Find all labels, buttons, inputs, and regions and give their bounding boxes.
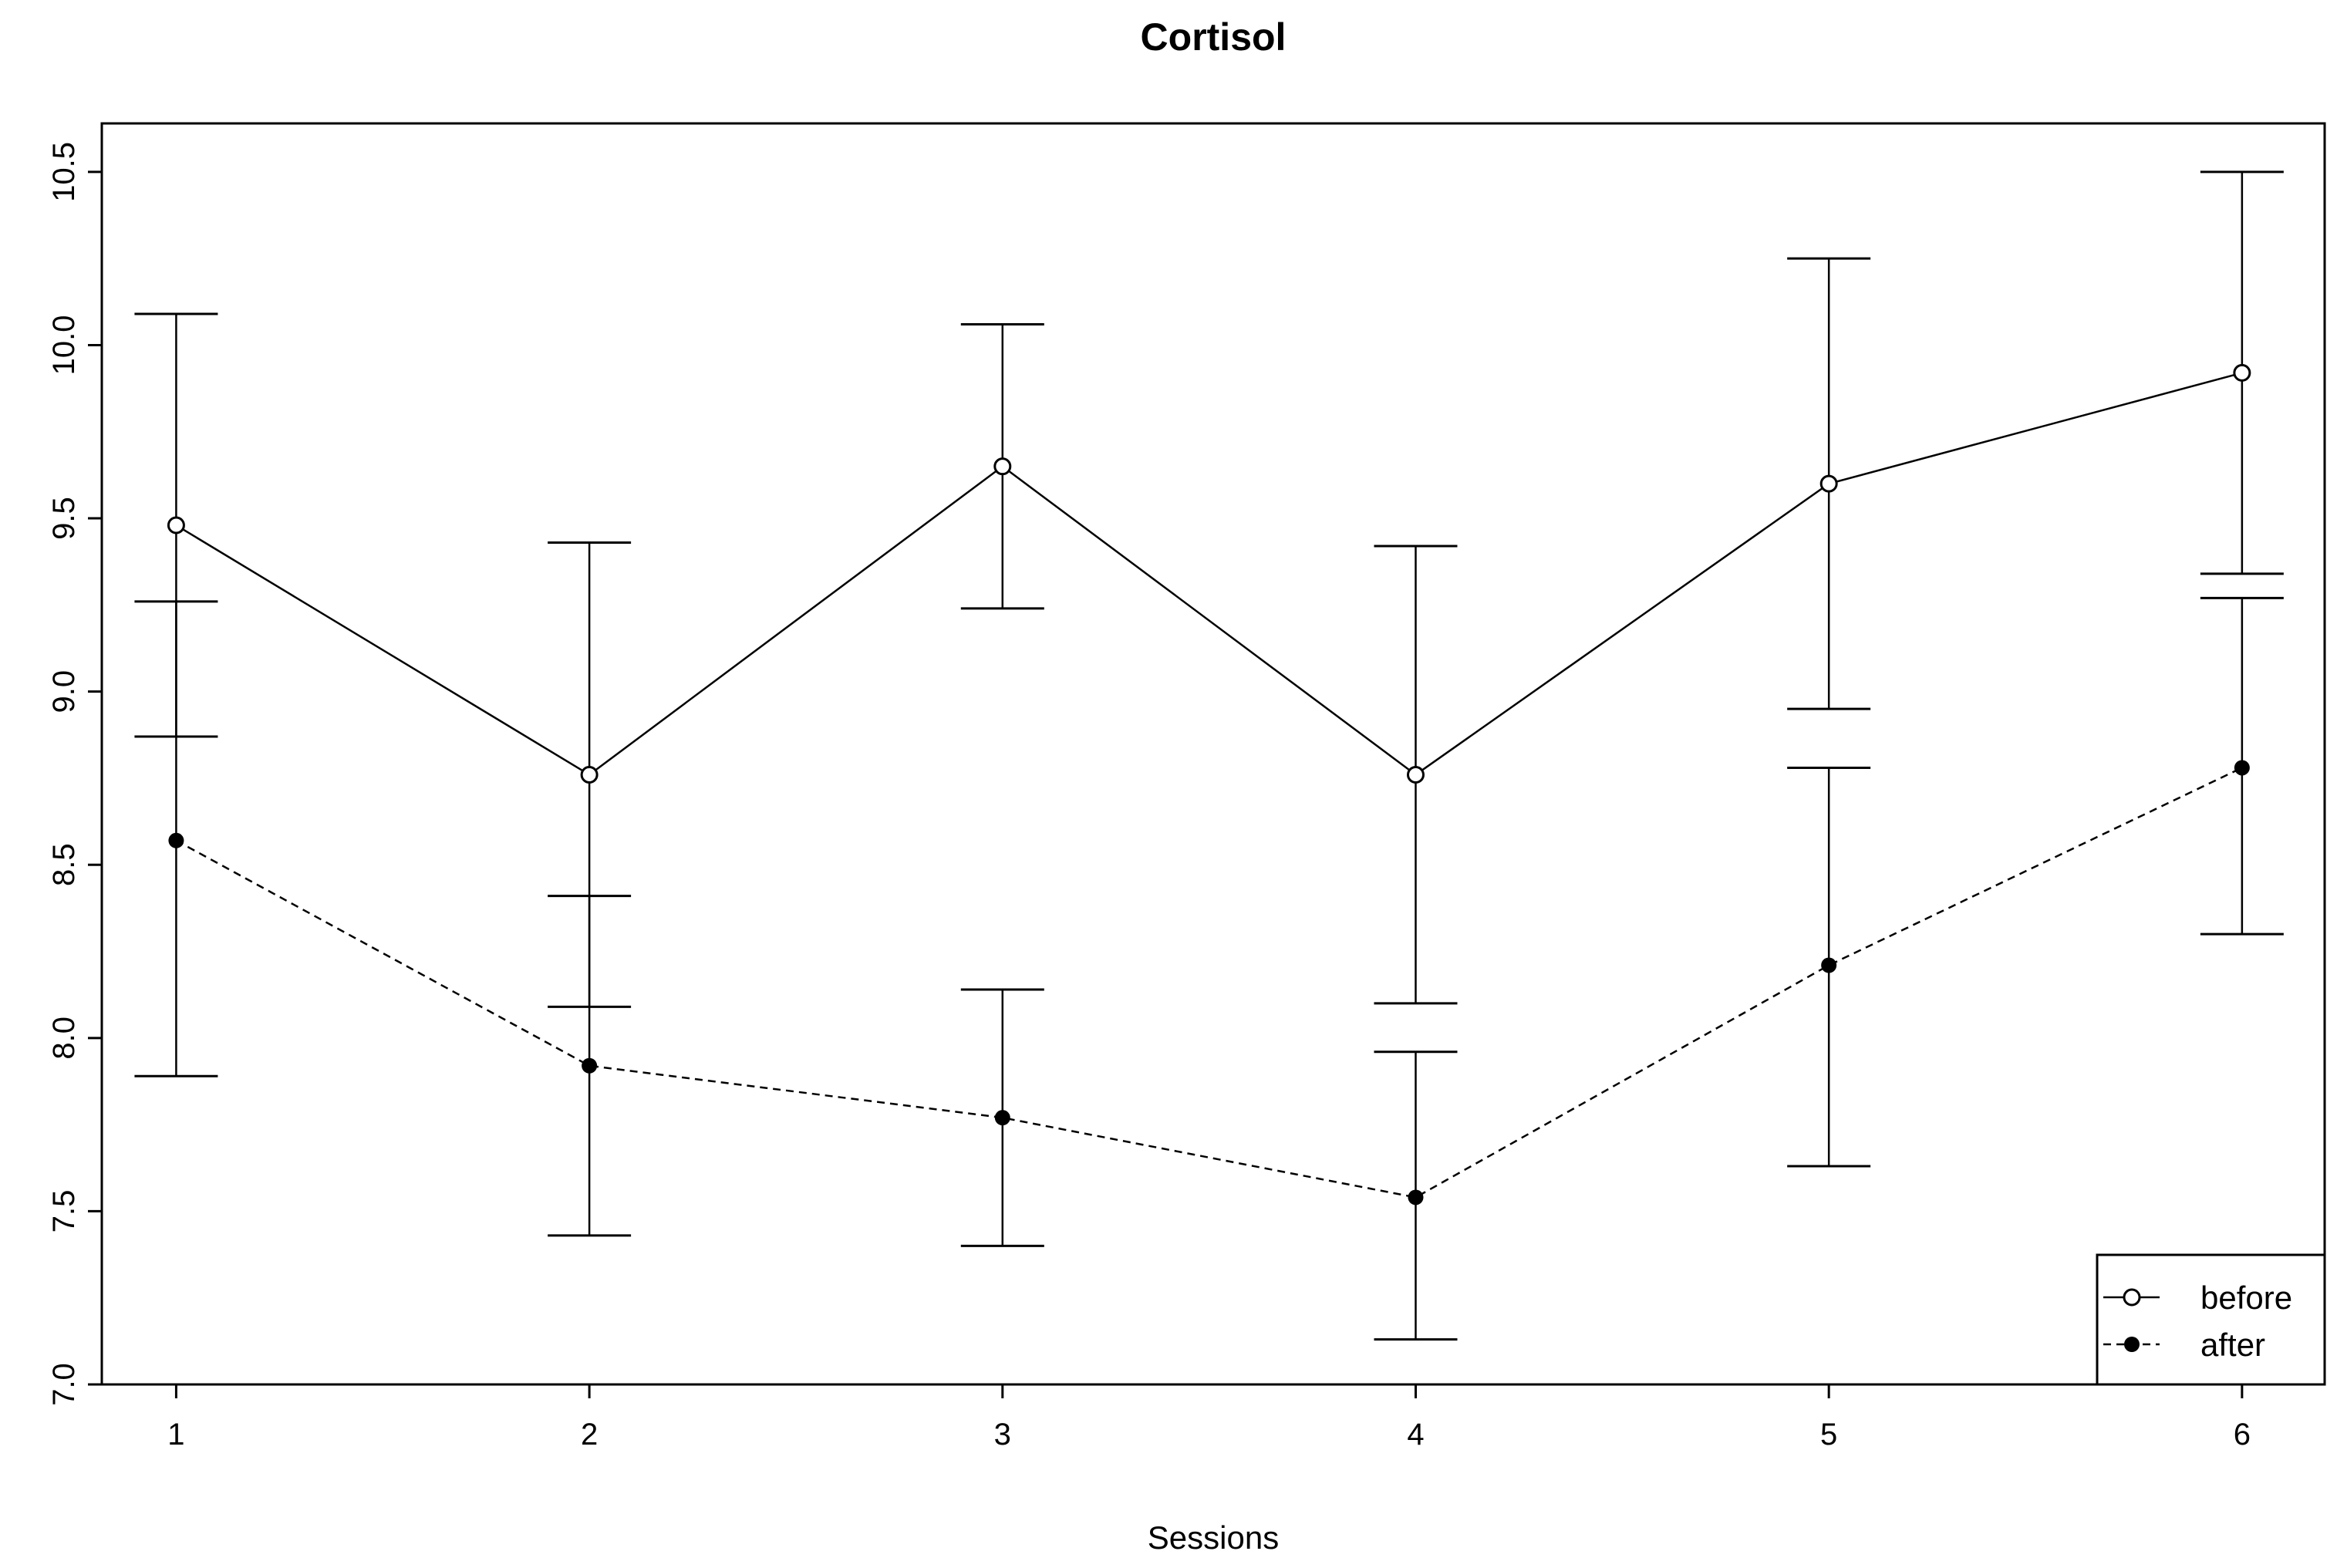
legend: before after <box>2096 1253 2326 1386</box>
y-tick-label-1: 7.5 <box>47 1190 81 1233</box>
legend-after-marker <box>2124 1337 2140 1352</box>
point-after-4 <box>1408 1189 1424 1206</box>
x-axis-label: Sessions <box>1148 1519 1279 1556</box>
line-after <box>175 767 2243 1199</box>
point-after-1 <box>168 832 184 848</box>
point-after-2 <box>582 1057 598 1074</box>
point-before-5 <box>1819 474 1838 493</box>
legend-box <box>2096 1253 2326 1386</box>
x-axis: 1 2 3 4 5 6 <box>167 1384 2251 1452</box>
y-axis: 7.0 7.5 8.0 8.5 9.0 9.5 10.0 10.5 <box>47 142 102 1406</box>
x-tick-label-5: 6 <box>2234 1418 2251 1452</box>
series-layer <box>134 170 2284 1341</box>
y-tick-label-2: 8.0 <box>47 1017 81 1060</box>
y-tick-label-6: 10.0 <box>47 315 81 376</box>
point-before-6 <box>2233 363 2251 382</box>
line-before <box>175 372 2243 776</box>
point-before-1 <box>167 516 185 534</box>
legend-after-label: after <box>2200 1327 2265 1363</box>
x-tick-label-1: 2 <box>581 1418 598 1452</box>
plot-frame <box>100 122 2326 1386</box>
point-before-3 <box>993 457 1012 476</box>
series-after <box>134 596 2284 1341</box>
y-tick-label-0: 7.0 <box>47 1363 81 1406</box>
x-tick-label-0: 1 <box>167 1418 184 1452</box>
y-tick-label-4: 9.0 <box>47 670 81 713</box>
x-tick-label-2: 3 <box>994 1418 1011 1452</box>
chart-title: Cortisol <box>1141 15 1287 59</box>
x-tick-label-3: 4 <box>1407 1418 1424 1452</box>
y-tick-label-7: 10.5 <box>47 142 81 202</box>
point-after-5 <box>1821 957 1837 973</box>
x-tick-label-4: 5 <box>1820 1418 1837 1452</box>
legend-before-marker <box>2123 1288 2141 1307</box>
point-before-2 <box>580 765 599 784</box>
y-tick-label-5: 9.5 <box>47 497 81 540</box>
series-before <box>134 170 2284 1008</box>
point-after-3 <box>994 1110 1010 1126</box>
y-tick-label-3: 8.5 <box>47 843 81 886</box>
point-after-6 <box>2234 760 2250 776</box>
legend-before-label: before <box>2200 1280 2292 1316</box>
point-before-4 <box>1406 765 1425 784</box>
